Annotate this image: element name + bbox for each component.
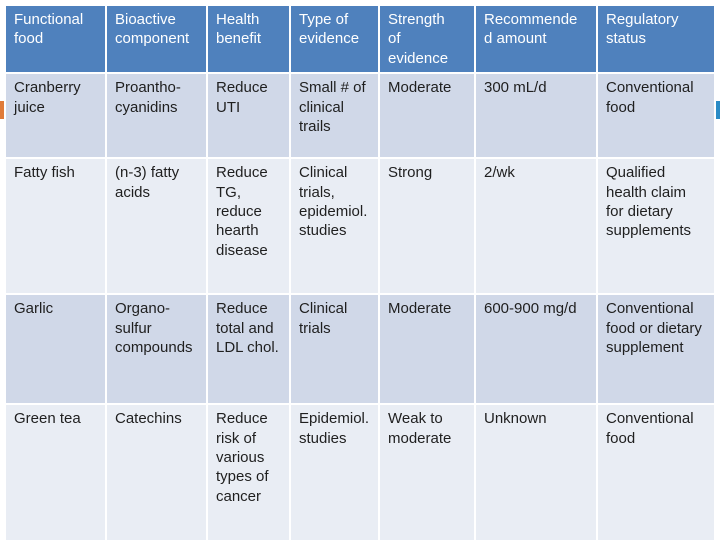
table-cell: Reduce TG, reduce hearth disease bbox=[206, 157, 291, 296]
right-accent-bar bbox=[714, 101, 720, 119]
functional-food-table: Functional food Bioactive component Heal… bbox=[4, 3, 716, 542]
table-cell: Fatty fish bbox=[4, 157, 107, 296]
header-strength-of-evidence: Strength of evidence bbox=[378, 3, 476, 75]
table-cell: Small # of clinical trails bbox=[289, 72, 380, 160]
table-cell: Weak to moderate bbox=[378, 403, 476, 542]
left-accent-bar bbox=[0, 101, 6, 119]
table-cell: Conventional food or dietary supplement bbox=[596, 293, 716, 406]
header-recommended-amount: Recommende d amount bbox=[474, 3, 598, 75]
table-cell: Conventional food bbox=[596, 72, 716, 160]
header-row: Functional food Bioactive component Heal… bbox=[4, 3, 716, 75]
table-cell: Garlic bbox=[4, 293, 107, 406]
table-cell: 300 mL/d bbox=[474, 72, 598, 160]
table-row: Green tea Catechins Reduce risk of vario… bbox=[4, 403, 716, 542]
table-cell: Catechins bbox=[105, 403, 208, 542]
table-cell: Clinical trials bbox=[289, 293, 380, 406]
table-cell: Clinical trials, epidemiol. studies bbox=[289, 157, 380, 296]
table-cell: Reduce risk of various types of cancer bbox=[206, 403, 291, 542]
table-cell: Organo- sulfur compounds bbox=[105, 293, 208, 406]
table-cell: (n-3) fatty acids bbox=[105, 157, 208, 296]
table-cell: 600-900 mg/d bbox=[474, 293, 598, 406]
header-type-of-evidence: Type of evidence bbox=[289, 3, 380, 75]
header-functional-food: Functional food bbox=[4, 3, 107, 75]
header-regulatory-status: Regulatory status bbox=[596, 3, 716, 75]
table-row: Fatty fish (n-3) fatty acids Reduce TG, … bbox=[4, 157, 716, 296]
table-cell: Cranberry juice bbox=[4, 72, 107, 160]
table-row: Garlic Organo- sulfur compounds Reduce t… bbox=[4, 293, 716, 406]
table-cell: Moderate bbox=[378, 293, 476, 406]
table-cell: 2/wk bbox=[474, 157, 598, 296]
table-cell: Strong bbox=[378, 157, 476, 296]
header-bioactive-component: Bioactive component bbox=[105, 3, 208, 75]
table-cell: Conventional food bbox=[596, 403, 716, 542]
table-cell: Moderate bbox=[378, 72, 476, 160]
table-cell: Green tea bbox=[4, 403, 107, 542]
table-row: Cranberry juice Proantho- cyanidins Redu… bbox=[4, 72, 716, 160]
table-cell: Qualified health claim for dietary suppl… bbox=[596, 157, 716, 296]
table-cell: Unknown bbox=[474, 403, 598, 542]
table-cell: Proantho- cyanidins bbox=[105, 72, 208, 160]
table-cell: Reduce total and LDL chol. bbox=[206, 293, 291, 406]
table-cell: Epidemiol. studies bbox=[289, 403, 380, 542]
header-health-benefit: Health benefit bbox=[206, 3, 291, 75]
table-cell: Reduce UTI bbox=[206, 72, 291, 160]
